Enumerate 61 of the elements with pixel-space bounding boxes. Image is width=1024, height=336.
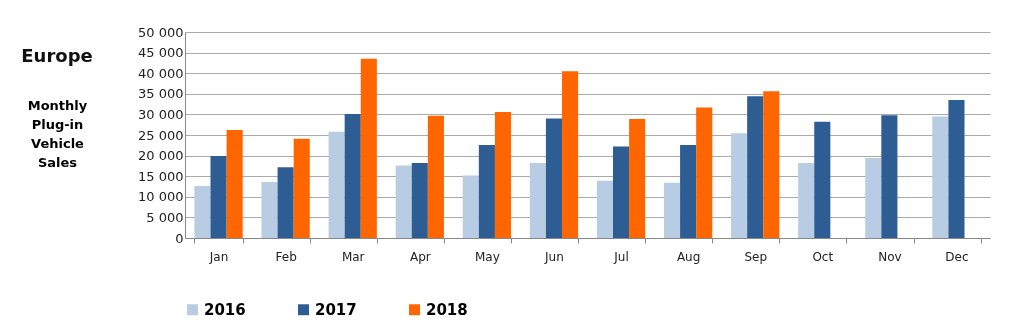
y-tick-label: 45 000 — [138, 45, 184, 61]
legend-label: 2016 — [204, 300, 246, 319]
x-tick-label: Oct — [812, 249, 834, 264]
x-tick-label: Apr — [409, 249, 431, 264]
bar — [596, 180, 613, 238]
x-tick-label: Jul — [613, 249, 629, 264]
y-tick-label: 35 000 — [138, 86, 184, 102]
bar — [663, 182, 681, 238]
bar — [696, 107, 713, 238]
x-tick-label: Jun — [544, 249, 564, 264]
bar — [210, 156, 227, 238]
bar — [562, 71, 579, 238]
bar — [328, 131, 345, 238]
bar — [462, 175, 479, 238]
bar — [948, 99, 965, 238]
y-tick-label: 40 000 — [138, 65, 184, 81]
y-tick-label: 20 000 — [138, 148, 184, 164]
y-tick-label: 5 000 — [146, 209, 184, 225]
bar — [529, 163, 546, 238]
bar — [494, 111, 512, 238]
bar — [395, 165, 412, 238]
bar — [478, 144, 495, 238]
bar — [360, 58, 377, 238]
y-tick-label: 10 000 — [138, 189, 184, 205]
legend-label: 2018 — [426, 300, 468, 319]
x-tick-label: Nov — [878, 249, 902, 264]
bar — [261, 181, 278, 238]
y-tick-label: 0 — [175, 230, 184, 246]
y-axis-title: Monthly Plug-in Vehicle Sales — [27, 97, 88, 170]
bar — [226, 130, 243, 238]
bar — [344, 113, 361, 238]
x-tick-label: Jan — [208, 249, 229, 264]
bar — [194, 186, 211, 238]
bar — [747, 96, 764, 238]
x-tick-label: Dec — [945, 249, 969, 264]
bar — [545, 118, 563, 238]
bar — [680, 144, 697, 238]
y-tick-label: 30 000 — [138, 106, 184, 122]
x-tick-label: May — [474, 249, 500, 264]
y-tick-label: 50 000 — [138, 24, 184, 40]
y-tick-label: 25 000 — [138, 127, 184, 143]
x-tick-label: Aug — [676, 249, 701, 264]
text: Europe — [21, 45, 93, 66]
x-tick-label: Mar — [341, 249, 365, 264]
bar — [612, 146, 630, 238]
bar — [427, 115, 444, 238]
legend-label: 2017 — [315, 300, 357, 319]
bar — [293, 138, 310, 238]
y-tick-label: 15 000 — [138, 168, 184, 184]
bar — [763, 91, 780, 238]
bar — [277, 167, 294, 238]
bar — [814, 121, 831, 238]
bar — [865, 158, 882, 238]
bar — [731, 133, 748, 238]
bar — [881, 115, 898, 238]
bar — [798, 163, 815, 238]
x-tick-label: Sep — [744, 249, 768, 264]
bar — [411, 163, 428, 238]
bar — [629, 118, 646, 238]
bar — [932, 116, 949, 238]
x-tick-label: Feb — [275, 249, 297, 264]
